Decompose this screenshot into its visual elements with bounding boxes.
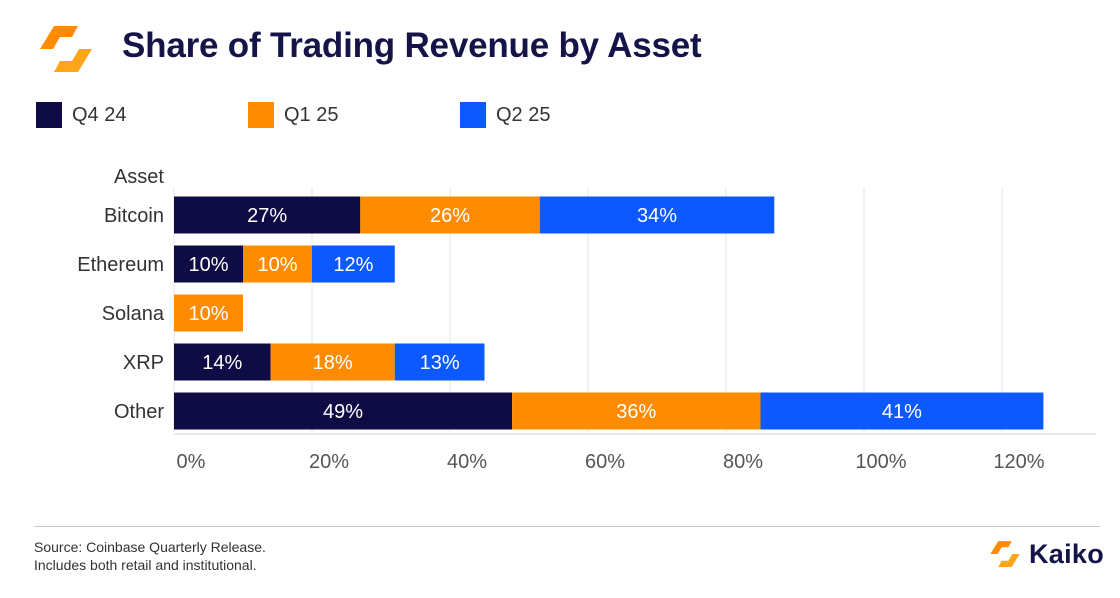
y-tick-label: Bitcoin [104,205,164,227]
bar-segment [174,294,243,332]
bar-segment [360,196,540,234]
x-tick-label: 0% [177,451,206,473]
x-tick-label: 80% [723,451,763,473]
x-tick-label: 120% [993,451,1044,473]
data-label: 41% [882,401,922,423]
y-tick-label: Solana [102,303,165,325]
x-tick-label: 20% [309,451,349,473]
bar-segment [760,392,1044,430]
x-tick-label: 60% [585,451,625,473]
source-note: Source: Coinbase Quarterly Release. Incl… [34,538,266,574]
data-label: 49% [323,401,363,423]
legend-label: Q2 25 [496,103,551,126]
legend-swatch [248,102,274,128]
data-label: 26% [430,205,470,227]
legend-swatch [36,102,62,128]
bar-segment [270,343,395,381]
bar-segment [512,392,761,430]
legend-label: Q4 24 [72,103,127,126]
source-line: Source: Coinbase Quarterly Release. [34,539,266,555]
source-line: Includes both retail and institutional. [34,557,257,573]
legend-item: Q2 25 [460,101,550,129]
bar-chart: 0% 20% 40% 60% 80% 100% 120% Asset Bitcoin 27% 26%… [77,166,1096,473]
brand: Kaiko [987,536,1104,572]
data-label: 14% [202,352,242,374]
bar-segment [174,392,513,430]
chart-title: Share of Trading Revenue by Asset [122,26,702,65]
footer-divider [34,526,1100,527]
bar-segment [174,196,361,234]
y-tick-label: XRP [123,352,164,374]
y-tick-label: Other [114,401,164,423]
y-tick-label: Ethereum [77,254,164,276]
legend-swatch [460,102,486,128]
legend-item: Q4 24 [36,101,126,129]
bar-segment [174,343,271,381]
bar-segment [243,245,312,283]
data-label: 34% [637,205,677,227]
x-tick-label: 100% [855,451,906,473]
kaiko-logo-icon [40,26,92,72]
bar-segment [174,245,243,283]
data-label: 10% [188,303,228,325]
data-label: 10% [257,254,297,276]
y-axis-title: Asset [114,166,164,188]
bar-segment [539,196,775,234]
data-label: 27% [247,205,287,227]
kaiko-brand-icon [990,541,1020,567]
legend-label: Q1 25 [284,103,339,126]
data-label: 36% [616,401,656,423]
data-label: 13% [420,352,460,374]
bar-segment [394,343,485,381]
bar-segment [312,245,395,283]
brand-name: Kaiko [1028,538,1104,569]
data-label: 10% [188,254,228,276]
data-label: 12% [333,254,373,276]
data-label: 18% [313,352,353,374]
legend-item: Q1 25 [248,101,338,129]
x-tick-label: 40% [447,451,487,473]
